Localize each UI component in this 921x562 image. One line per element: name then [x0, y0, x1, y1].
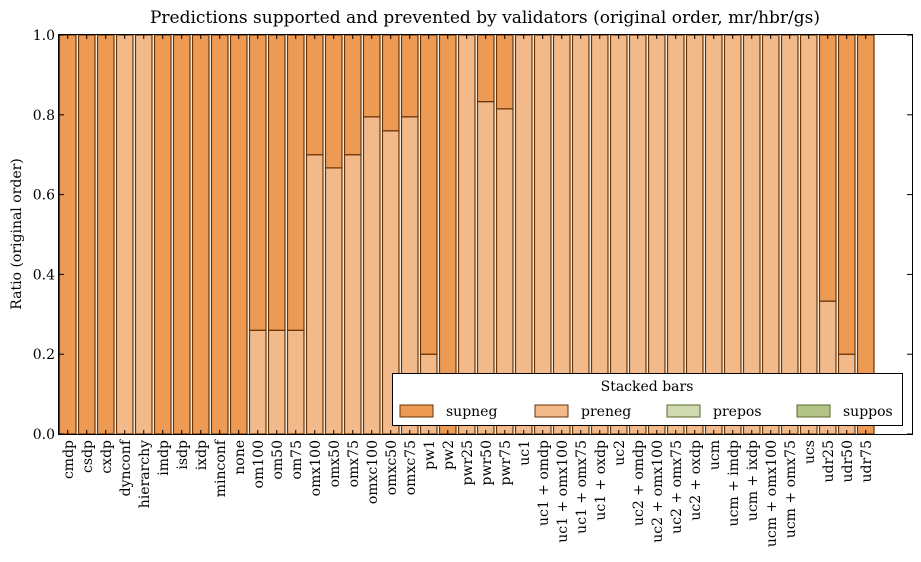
x-tick-label: ucm + ixdp [745, 440, 761, 521]
bar-supneg [58, 34, 77, 435]
x-tick-label: om75 [289, 440, 305, 480]
y-tick-label: 1.0 [33, 28, 55, 44]
x-tick-label: uc1 [517, 440, 533, 466]
x-tick-label: uc2 + omx100 [650, 440, 666, 543]
x-tick-label: omx50 [327, 440, 343, 487]
x-tick-label: ucm + omx75 [783, 440, 799, 538]
x-tick-label: pw1 [422, 440, 438, 470]
x-tick-label: uc1 + omx100 [555, 440, 571, 543]
x-tick-label: omxc75 [403, 440, 419, 495]
x-tick-label: udr75 [859, 440, 875, 483]
legend-title: Stacked bars [601, 379, 694, 395]
ticks-group: cmdp csdp cxdp dynconf hierarchy imdp isdp ixdp… [33, 28, 912, 547]
x-tick-label: pwr75 [498, 440, 514, 485]
bar-supneg [400, 34, 419, 118]
bar-preneg [324, 167, 343, 435]
x-tick-label: dynconf [118, 438, 134, 496]
legend-label-preneg: preneg [581, 404, 631, 420]
bar-supneg [495, 34, 514, 110]
x-tick-label: uc2 + omdp [631, 440, 647, 526]
x-tick-label: imdp [156, 440, 172, 476]
x-tick-label: om100 [251, 440, 267, 488]
y-axis-label: Ratio (original order) [9, 158, 25, 310]
x-tick-label: ixdp [194, 440, 210, 470]
x-tick-label: udr25 [821, 440, 837, 483]
bar-supneg [362, 34, 381, 118]
bar-supneg [210, 34, 229, 435]
bar-supneg [286, 34, 305, 331]
y-tick-label: 0.8 [33, 108, 55, 124]
x-tick-label: ucs [802, 440, 818, 464]
bar-supneg [191, 34, 210, 435]
x-tick-label: omxc100 [365, 440, 381, 504]
bar-supneg [229, 34, 248, 435]
x-tick-label: om50 [270, 440, 286, 480]
x-tick-label: minconf [213, 438, 229, 497]
x-tick-label: udr50 [840, 440, 856, 483]
legend-label-suppos: suppos [843, 404, 893, 420]
bar-supneg [324, 34, 343, 169]
bar-preneg [305, 154, 324, 435]
bar-supneg [248, 34, 267, 331]
bar-preneg [362, 116, 381, 435]
bar-supneg [837, 34, 856, 355]
y-tick-label: 0.2 [33, 347, 55, 363]
x-tick-label: hierarchy [137, 440, 153, 508]
x-tick-label: pw2 [441, 440, 457, 470]
x-tick-label: pwr50 [479, 440, 495, 485]
legend-label-prepos: prepos [713, 404, 762, 420]
x-tick-label: omx75 [346, 440, 362, 487]
bar-supneg [343, 34, 362, 156]
y-tick-label: 0.4 [33, 267, 55, 283]
bar-preneg [286, 329, 305, 435]
legend-label-supneg: supneg [446, 404, 497, 420]
x-tick-label: cmdp [61, 440, 77, 479]
y-tick-label: 0.6 [33, 188, 55, 204]
x-tick-label: cxdp [99, 440, 115, 474]
bar-supneg [96, 34, 115, 435]
bar-supneg [267, 34, 286, 331]
bar-supneg [381, 34, 400, 132]
legend: Stacked bars supneg preneg prepos suppos [392, 373, 903, 426]
bar-supneg [419, 34, 438, 355]
bar-supneg [153, 34, 172, 435]
x-tick-label: uc2 + oxdp [688, 440, 704, 521]
x-tick-label: ucm + imdp [726, 440, 742, 526]
bar-preneg [267, 329, 286, 435]
y-tick-label: 0.0 [33, 427, 55, 443]
plot-frame [58, 34, 913, 435]
x-tick-label: uc2 + omx75 [669, 440, 685, 534]
legend-swatch-prepos [666, 404, 701, 418]
bar-supneg [77, 34, 96, 435]
x-tick-label: omx100 [308, 440, 324, 496]
bar-supneg [818, 34, 837, 302]
x-tick-label: csdp [80, 440, 96, 473]
legend-swatch-supneg [399, 404, 434, 418]
chart-title: Predictions supported and prevented by v… [150, 8, 820, 28]
bar-supneg [305, 34, 324, 156]
x-tick-label: uc2 [612, 440, 628, 466]
x-tick-label: isdp [175, 440, 191, 470]
bar-preneg [115, 34, 134, 435]
x-tick-label: omxc50 [384, 440, 400, 495]
x-tick-label: none [232, 440, 248, 475]
x-tick-label: ucm [707, 440, 723, 470]
x-tick-label: uc1 + oxdp [593, 440, 609, 521]
bar-preneg [343, 154, 362, 435]
x-tick-label: uc1 + omx75 [574, 440, 590, 534]
bar-supneg [476, 34, 495, 103]
legend-swatch-suppos [796, 404, 831, 418]
x-tick-label: uc1 + omdp [536, 440, 552, 526]
x-tick-label: ucm + omx100 [764, 440, 780, 547]
bar-supneg [172, 34, 191, 435]
bar-preneg [248, 329, 267, 435]
x-tick-label: pwr25 [460, 440, 476, 485]
bar-preneg [134, 34, 153, 435]
legend-swatch-preneg [534, 404, 569, 418]
